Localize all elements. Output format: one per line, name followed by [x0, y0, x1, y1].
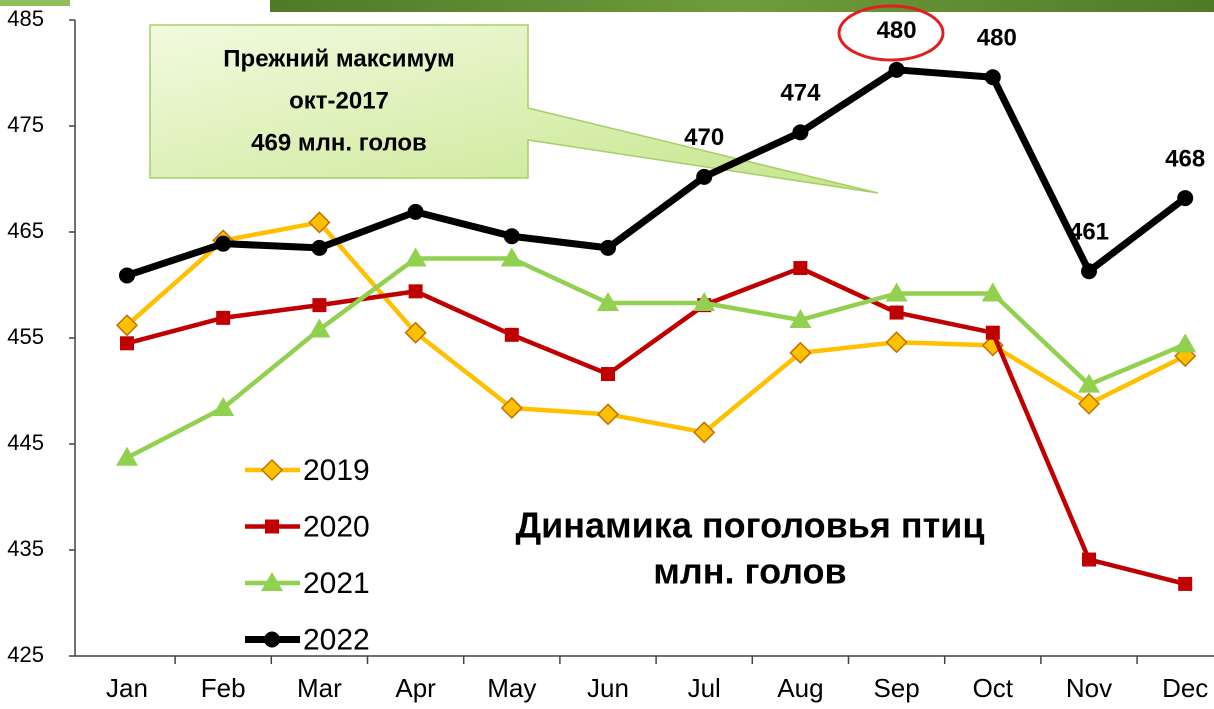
marker	[888, 61, 905, 78]
x-tick-label: Apr	[395, 673, 436, 703]
marker	[116, 446, 138, 466]
marker	[789, 308, 812, 328]
y-tick-label: 465	[7, 218, 44, 243]
y-tick-label: 485	[7, 6, 44, 31]
data-label: 468	[1165, 145, 1205, 172]
marker	[408, 284, 423, 299]
y-tick-label: 475	[7, 112, 44, 137]
x-tick-label: Jul	[688, 673, 721, 703]
marker	[1081, 263, 1097, 280]
data-label: 480	[877, 17, 917, 44]
marker	[215, 235, 232, 252]
highlight-ellipse	[837, 4, 945, 62]
marker	[308, 318, 331, 338]
marker	[261, 572, 283, 591]
marker	[500, 247, 523, 267]
marker	[601, 367, 615, 382]
marker	[597, 292, 619, 312]
x-tick-label: Jun	[587, 673, 629, 703]
series	[116, 247, 1197, 466]
marker	[115, 314, 139, 337]
marker	[985, 325, 1000, 340]
marker	[1082, 552, 1096, 567]
header-bar-left	[0, 0, 70, 6]
marker	[120, 336, 134, 351]
x-tick-label: Jan	[106, 673, 148, 703]
x-tick-label: Feb	[201, 673, 246, 703]
marker	[1174, 333, 1197, 353]
legend-label: 2021	[303, 567, 370, 600]
x-tick-label: Nov	[1066, 673, 1112, 703]
annotation-line: Прежний максимум	[223, 45, 454, 72]
series-line	[125, 66, 1188, 279]
chart-title: Динамика поголовья птиц	[516, 505, 985, 546]
marker	[984, 69, 1001, 86]
marker	[500, 396, 523, 420]
marker	[693, 292, 716, 312]
x-tick-label: May	[487, 673, 536, 703]
annotation-line: 469 млн. голов	[251, 129, 427, 156]
y-tick-label: 445	[7, 430, 44, 455]
legend-label: 2020	[303, 510, 370, 543]
marker	[260, 458, 284, 482]
series: 470 474 480 480 461 468	[119, 17, 1205, 284]
marker	[1177, 190, 1194, 207]
callout: Прежний максимум окт-2017 469 млн. голов	[149, 24, 879, 194]
x-tick-label: Mar	[297, 673, 342, 703]
marker	[504, 327, 519, 342]
marker	[503, 228, 520, 245]
marker	[404, 247, 427, 267]
data-label: 480	[977, 25, 1017, 52]
marker	[1077, 392, 1101, 415]
marker	[981, 282, 1004, 302]
marker	[311, 239, 328, 256]
x-tick-label: Dec	[1162, 673, 1208, 703]
data-label: 461	[1069, 219, 1109, 246]
x-tick-label: Oct	[973, 673, 1014, 703]
marker	[216, 310, 231, 325]
marker	[1078, 373, 1100, 393]
marker	[265, 519, 279, 534]
marker	[308, 211, 331, 234]
marker	[1178, 576, 1193, 591]
y-tick-label: 435	[7, 536, 44, 561]
marker	[264, 631, 280, 648]
data-label: 470	[684, 124, 724, 151]
data-label: 474	[780, 80, 821, 107]
legend-label: 2022	[303, 623, 370, 656]
marker	[596, 403, 620, 426]
marker	[119, 267, 135, 284]
marker	[404, 321, 427, 344]
marker	[789, 341, 812, 364]
chart-subtitle: млн. голов	[653, 551, 846, 592]
marker	[889, 305, 904, 320]
marker	[696, 168, 713, 185]
series-line	[126, 265, 1186, 587]
y-tick-label: 455	[7, 324, 44, 349]
marker	[600, 239, 616, 256]
x-tick-label: Sep	[873, 673, 919, 703]
marker	[885, 331, 908, 354]
annotation-line: окт-2017	[289, 87, 389, 114]
marker	[792, 124, 809, 141]
marker	[793, 261, 808, 276]
y-tick-label: 425	[7, 642, 44, 667]
marker	[312, 298, 327, 313]
marker	[885, 282, 908, 302]
series-line	[125, 256, 1187, 460]
header-bar	[270, 0, 1214, 12]
x-tick-label: Aug	[777, 673, 823, 703]
marker	[407, 203, 424, 220]
marker	[212, 396, 235, 416]
series-line	[125, 220, 1187, 435]
marker	[693, 421, 716, 444]
legend-label: 2019	[303, 454, 370, 487]
